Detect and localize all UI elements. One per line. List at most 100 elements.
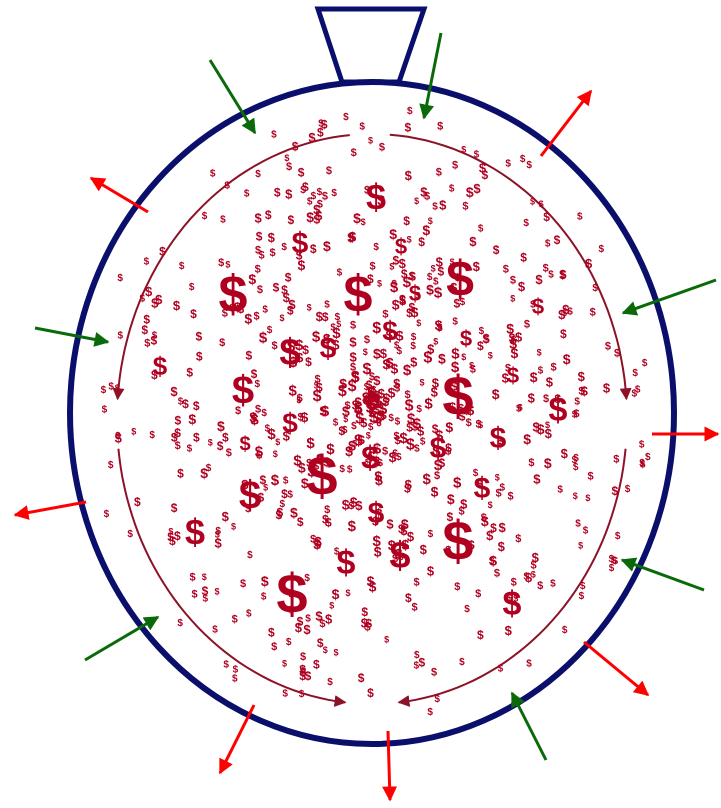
dollar-sign: $: [222, 308, 228, 320]
dollar-sign: $: [331, 188, 337, 199]
dollar-sign: $: [316, 309, 324, 324]
dollar-sign: $: [261, 408, 267, 419]
dollar-sign: $: [579, 591, 585, 602]
dollar-sign: $: [428, 529, 434, 540]
dollar-sign: $: [339, 464, 345, 475]
dollar-sign: $: [284, 153, 289, 163]
dollar-sign: $: [398, 552, 404, 563]
circulation-arc: [397, 448, 627, 707]
dollar-sign: $: [305, 669, 312, 683]
dollar-sign: $: [222, 431, 229, 445]
dollar-sign: $: [588, 471, 594, 483]
dollar-sign: $: [450, 257, 455, 267]
dollar-sign: $: [451, 379, 458, 393]
dollar-sign: $: [511, 576, 517, 588]
dollar-sign: $: [368, 408, 374, 420]
dollar-sign: $: [267, 325, 273, 336]
dollar-sign: $: [419, 655, 426, 669]
dollar-sign: $: [369, 371, 375, 383]
dollar-sign: $: [530, 369, 538, 385]
dollar-sign: $: [300, 185, 306, 196]
dollar-sign: $: [365, 458, 371, 469]
dollar-sign: $: [345, 588, 350, 598]
dollar-sign: $: [363, 396, 369, 407]
dollar-sign: $: [223, 659, 229, 670]
dollar-sign: $: [263, 482, 268, 492]
dollar-sign: $: [317, 636, 324, 650]
dollar-sign: $: [217, 439, 224, 453]
dollar-sign: $: [174, 529, 181, 543]
dollar-sign: $: [313, 202, 321, 217]
dollar-sign: $: [359, 121, 365, 132]
dollar-sign: $: [378, 401, 387, 418]
dollar-sign: $: [306, 209, 314, 225]
dollar-sign: $: [578, 369, 586, 384]
dollar-sign: $: [433, 277, 439, 288]
dollar-sign: $: [368, 136, 373, 146]
dollar-sign: $: [430, 432, 447, 465]
dollar-sign: $: [367, 573, 375, 589]
dollar-sign: $: [188, 411, 196, 427]
dollar-sign: $: [562, 308, 567, 318]
dollar-sign: $: [299, 689, 305, 700]
dollar-sign: $: [366, 430, 371, 440]
dollar-sign: $: [282, 689, 288, 700]
dollar-sign: $: [557, 485, 563, 496]
dollar-sign: $: [526, 659, 532, 670]
dollar-sign: $: [532, 419, 540, 434]
dollar-sign: $: [240, 578, 246, 590]
dollar-sign: $: [206, 463, 212, 474]
outflow-arrow: [89, 176, 149, 214]
dollar-sign: $: [218, 257, 224, 269]
dollar-sign: $: [580, 581, 586, 592]
dollar-sign: $: [317, 126, 324, 140]
dollar-sign: $: [296, 395, 301, 405]
dollar-sign: $: [377, 192, 385, 208]
dollar-sign: $: [422, 222, 430, 238]
dollar-sign: $: [337, 544, 356, 582]
dollar-sign: $: [368, 383, 376, 399]
dollar-sign: $: [438, 350, 446, 366]
dollar-sign: $: [450, 280, 458, 295]
inflow-arrow: [34, 326, 110, 347]
dollar-sign: $: [145, 284, 153, 299]
dollar-sign: $: [189, 572, 195, 584]
dollar-sign: $: [351, 369, 360, 386]
dollar-sign: $: [189, 282, 195, 293]
dollar-sign: $: [334, 546, 340, 557]
dollar-sign: $: [486, 528, 494, 543]
dollar-sign: $: [468, 538, 475, 552]
dollar-sign: $: [361, 439, 379, 475]
dollar-sign: $: [458, 506, 464, 518]
dollar-sign: $: [367, 686, 374, 700]
dollar-sign: $: [314, 380, 319, 390]
dollar-sign: $: [404, 389, 410, 401]
dollar-sign: $: [395, 546, 403, 562]
dollar-sign: $: [507, 363, 519, 388]
dollar-sign: $: [613, 454, 619, 466]
dollar-sign: $: [186, 366, 193, 380]
dollar-sign: $: [403, 274, 412, 291]
dollar-sign: $: [592, 283, 598, 294]
dollar-sign: $: [101, 385, 107, 396]
dollar-sign: $: [302, 343, 309, 357]
dollar-sign: $: [390, 279, 399, 296]
dollar-sign: $: [343, 112, 349, 123]
dollar-sign: $: [543, 393, 549, 405]
dollar-sign: $: [401, 516, 409, 532]
dollar-sign: $: [560, 327, 567, 341]
dollar-sign: $: [382, 395, 389, 409]
dollar-sign: $: [321, 403, 330, 420]
dollar-sign: $: [477, 339, 484, 353]
dollar-sign: $: [371, 385, 377, 396]
dollar-sign: $: [193, 399, 200, 413]
dollar-sign: $: [261, 591, 267, 602]
dollar-sign: $: [167, 530, 174, 544]
dollar-sign: $: [414, 650, 420, 661]
outflow-arrow: [583, 640, 650, 697]
dollar-sign: $: [279, 313, 284, 323]
dollar-sign: $: [202, 211, 208, 222]
dollar-sign: $: [392, 296, 400, 312]
dollar-sign: $: [279, 332, 300, 374]
dollar-sign: $: [182, 397, 189, 411]
